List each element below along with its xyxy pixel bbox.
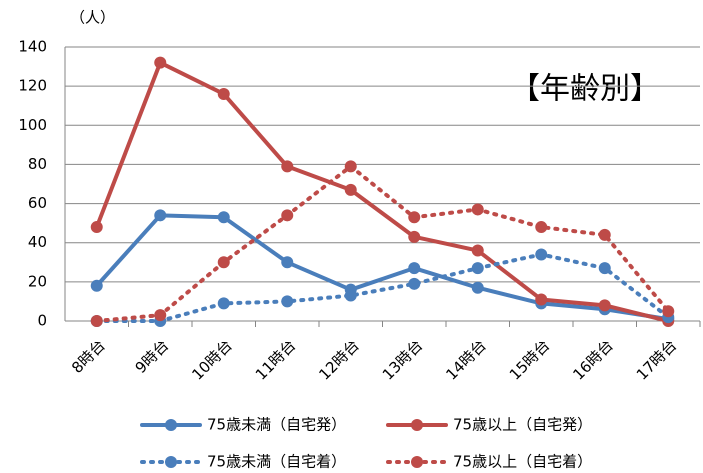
- x-tick-label: 12時台: [315, 336, 362, 383]
- series-line: [94, 252, 671, 323]
- series-line: [94, 60, 671, 323]
- data-point: [281, 256, 294, 269]
- legend-marker: [165, 419, 177, 431]
- data-point: [154, 209, 167, 222]
- data-point: [598, 262, 611, 275]
- data-point: [535, 248, 548, 261]
- data-point: [344, 289, 357, 302]
- data-point: [408, 277, 421, 290]
- x-tick-label: 11時台: [252, 336, 299, 383]
- data-point: [344, 183, 357, 196]
- data-point: [281, 295, 294, 308]
- data-point: [154, 309, 167, 322]
- series-line: [94, 164, 671, 323]
- data-point: [281, 160, 294, 173]
- data-point: [217, 297, 230, 310]
- x-tick-label: 17時台: [633, 336, 680, 383]
- y-tick-label: 20: [28, 272, 47, 290]
- y-tick-label: 60: [28, 194, 47, 212]
- data-point: [90, 315, 103, 327]
- x-tick-label: 14時台: [442, 336, 489, 383]
- data-point: [154, 56, 167, 69]
- x-tick-label: 13時台: [379, 336, 426, 383]
- y-axis-label: （人）: [70, 9, 115, 27]
- legend-label: 75歳以上（自宅発）: [453, 416, 592, 434]
- x-tick-label: 16時台: [569, 336, 616, 383]
- x-tick-label: 15時台: [506, 336, 553, 383]
- x-tick-label: 9時台: [132, 336, 173, 377]
- data-point: [217, 256, 230, 269]
- y-tick-label: 0: [37, 312, 47, 330]
- y-tick-label: 140: [18, 38, 47, 56]
- data-point: [90, 221, 103, 234]
- legend-label: 75歳未満（自宅着）: [207, 453, 346, 471]
- data-point: [471, 203, 484, 216]
- data-point: [598, 228, 611, 241]
- legend-marker: [165, 456, 177, 468]
- series-line: [94, 213, 671, 322]
- data-point: [344, 160, 357, 173]
- data-point: [471, 244, 484, 257]
- data-point: [598, 299, 611, 312]
- x-tick-label: 10時台: [188, 336, 235, 383]
- x-tick-label: 8時台: [68, 336, 109, 377]
- legend-label: 75歳以上（自宅着）: [453, 453, 592, 471]
- data-point: [217, 87, 230, 100]
- annotation: 【年齢別】: [510, 72, 660, 107]
- data-point: [281, 209, 294, 222]
- y-tick-label: 40: [28, 233, 47, 251]
- legend-label: 75歳未満（自宅発）: [207, 416, 346, 434]
- data-point: [408, 230, 421, 243]
- data-point: [408, 211, 421, 224]
- data-point: [90, 279, 103, 292]
- y-tick-label: 100: [18, 116, 47, 134]
- legend-marker: [411, 419, 423, 431]
- data-point: [535, 221, 548, 234]
- data-point: [471, 281, 484, 294]
- data-point: [535, 293, 548, 306]
- data-point: [471, 262, 484, 275]
- data-point: [217, 211, 230, 224]
- y-tick-label: 80: [28, 155, 47, 173]
- legend-marker: [411, 456, 423, 468]
- data-point: [408, 262, 421, 275]
- y-tick-label: 120: [18, 77, 47, 95]
- data-point: [662, 305, 675, 318]
